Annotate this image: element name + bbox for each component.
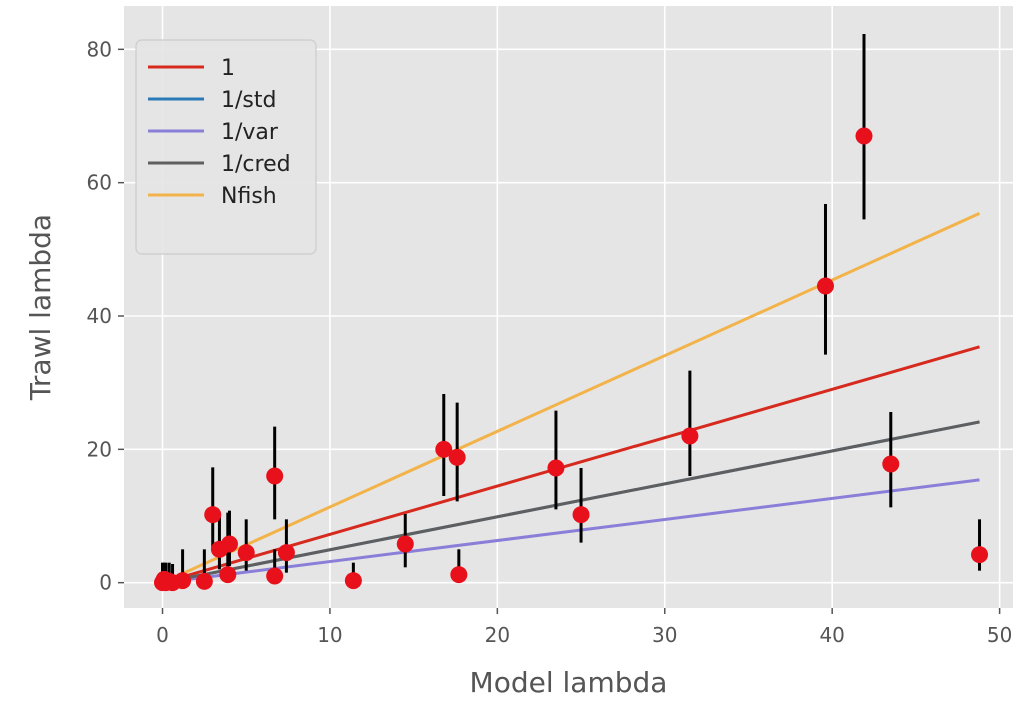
data-point <box>448 448 466 466</box>
fit-line <box>162 420 980 585</box>
fit-line <box>162 345 980 585</box>
legend-label: 1/cred <box>221 152 291 177</box>
x-axis-ticks: 0 10 20 30 40 50 <box>156 608 1012 647</box>
fit-lines <box>161 212 981 585</box>
y-tick-label: 20 <box>87 437 112 461</box>
y-tick-label: 0 <box>99 571 112 595</box>
data-point <box>816 277 834 295</box>
y-tick-label: 40 <box>87 304 112 328</box>
legend-label: Nfish <box>221 184 277 209</box>
x-tick-label: 20 <box>485 623 510 647</box>
data-point <box>219 566 237 584</box>
data-point <box>971 546 989 564</box>
fit-line <box>162 478 980 585</box>
x-tick-label: 50 <box>987 623 1012 647</box>
data-point <box>195 572 213 590</box>
legend-label: 1 <box>221 56 235 81</box>
data-points <box>154 127 989 592</box>
data-point <box>220 535 238 553</box>
y-axis-ticks: 0 20 40 60 80 <box>87 37 124 595</box>
data-point <box>855 127 873 145</box>
data-point <box>572 506 590 524</box>
x-tick-label: 40 <box>819 623 844 647</box>
data-point <box>266 567 284 585</box>
data-point <box>450 566 468 584</box>
data-point <box>266 467 284 485</box>
data-point <box>204 506 222 524</box>
data-point <box>237 544 255 562</box>
x-tick-label: 0 <box>156 623 169 647</box>
data-point <box>435 440 453 458</box>
legend: 1 1/std 1/var 1/cred Nfish <box>135 39 317 255</box>
data-point <box>681 427 699 445</box>
x-tick-label: 30 <box>652 623 677 647</box>
x-axis-label: Model lambda <box>470 666 668 699</box>
y-axis-label: Trawl lambda <box>24 214 57 401</box>
data-point <box>277 544 295 562</box>
fit-line <box>161 212 981 585</box>
legend-label: 1/std <box>221 88 276 113</box>
y-tick-label: 60 <box>87 171 112 195</box>
legend-label: 1/var <box>221 120 279 145</box>
data-point <box>344 572 362 590</box>
y-tick-label: 80 <box>87 37 112 61</box>
x-tick-label: 10 <box>317 623 342 647</box>
data-point <box>547 459 565 477</box>
legend-box <box>135 39 317 255</box>
data-point <box>396 535 414 553</box>
data-point <box>882 455 900 473</box>
data-point <box>174 572 192 590</box>
